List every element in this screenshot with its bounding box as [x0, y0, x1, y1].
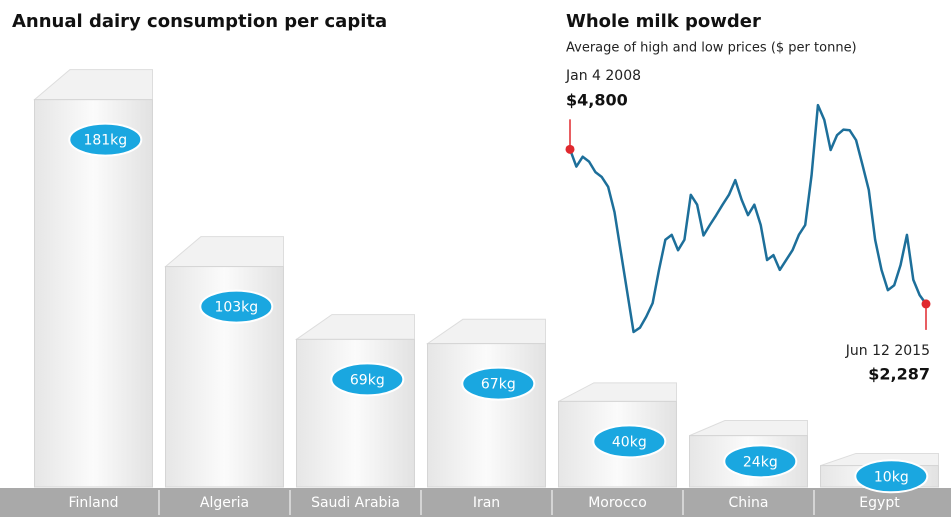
category-label: Morocco	[588, 495, 647, 511]
end-marker	[921, 299, 931, 309]
carton	[296, 338, 415, 488]
category-label: Egypt	[859, 495, 900, 511]
carton-roof	[294, 314, 415, 340]
value-label: 10kg	[874, 469, 909, 485]
value-badge	[854, 459, 929, 494]
value-label: 103kg	[214, 300, 258, 316]
value-badge	[68, 122, 143, 157]
end-marker	[565, 144, 575, 154]
carton	[427, 343, 546, 488]
carton	[34, 99, 153, 488]
category-label: Finland	[68, 495, 118, 511]
value-label: 69kg	[350, 372, 385, 388]
value-badge	[592, 424, 667, 459]
annotation-value: $2,287	[868, 365, 930, 384]
line-subtitle: Average of high and low prices ($ per to…	[566, 41, 857, 56]
value-label: 24kg	[743, 454, 778, 470]
category-label: Algeria	[200, 495, 249, 511]
value-label: 181kg	[83, 133, 127, 149]
value-badge	[723, 444, 798, 479]
category-label: China	[729, 495, 769, 511]
carton-roof	[164, 236, 284, 268]
value-label: 40kg	[612, 434, 647, 450]
line-title: Whole milk powder	[566, 11, 761, 32]
carton-roof	[689, 420, 808, 437]
value-badge	[330, 362, 405, 397]
annotation-value: $4,800	[566, 91, 628, 110]
bar-title: Annual dairy consumption per capita	[12, 11, 387, 32]
value-badge	[461, 366, 536, 401]
carton-roof	[425, 318, 546, 345]
annotation-date: Jan 4 2008	[565, 68, 641, 84]
category-label: Iran	[473, 495, 500, 511]
carton-roof	[558, 382, 677, 402]
annotation-date: Jun 12 2015	[845, 343, 930, 359]
value-label: 67kg	[481, 377, 516, 393]
price-line	[568, 103, 928, 334]
value-badge	[199, 289, 274, 324]
category-label: Saudi Arabia	[311, 495, 400, 511]
carton-roof	[33, 69, 153, 101]
